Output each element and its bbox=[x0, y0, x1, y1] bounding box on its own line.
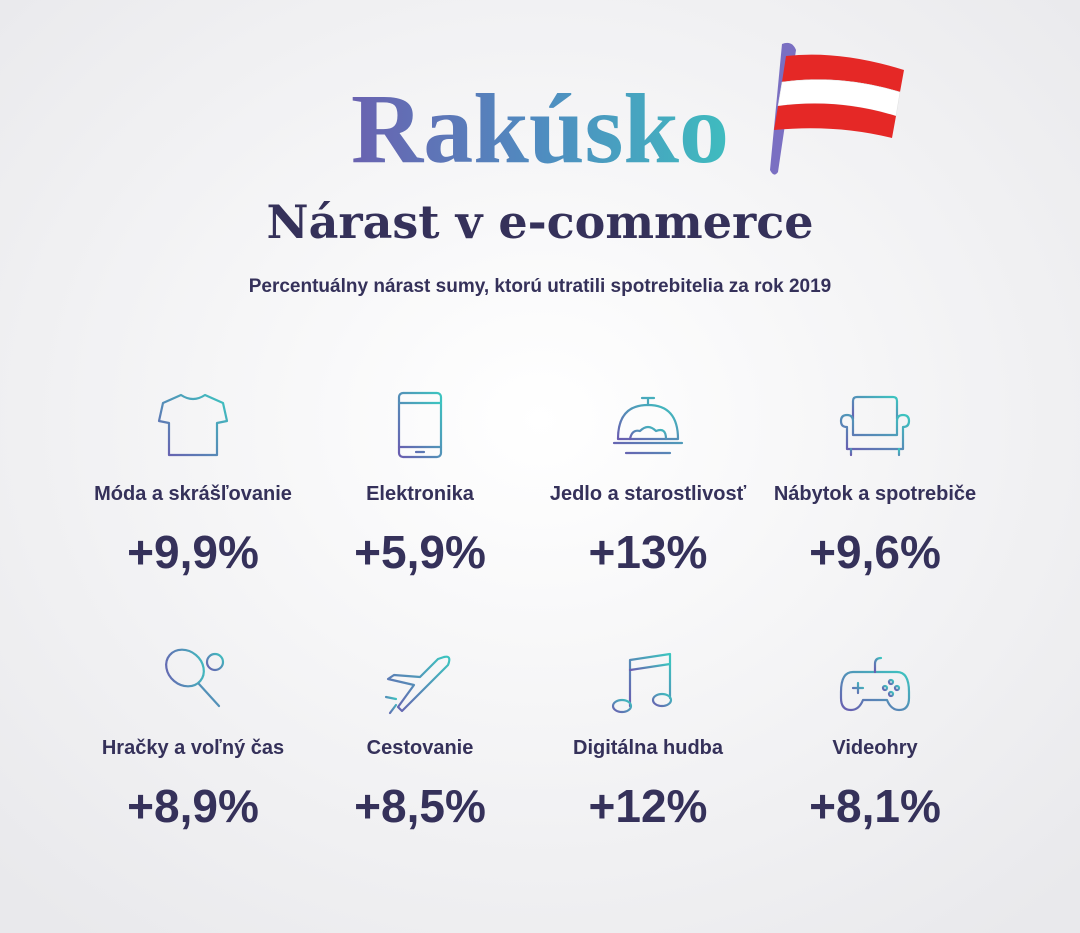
icon-sofa bbox=[839, 395, 911, 457]
item-label: Nábytok a spotrebiče bbox=[774, 483, 976, 505]
icon-music bbox=[611, 652, 673, 714]
item-value: +12% bbox=[589, 780, 708, 832]
icon-plane bbox=[384, 655, 451, 715]
item-value: +9,9% bbox=[127, 526, 259, 578]
item-value: +9,6% bbox=[809, 526, 941, 578]
item-label: Jedlo a starostlivosť bbox=[550, 483, 747, 505]
item-label: Cestovanie bbox=[367, 737, 474, 759]
item-value: +8,1% bbox=[809, 780, 941, 832]
item-label: Móda a skrášľovanie bbox=[94, 483, 292, 505]
icon-food bbox=[612, 396, 684, 455]
icon-tshirt bbox=[157, 393, 229, 457]
item-label: Digitálna hudba bbox=[573, 737, 724, 759]
icon-tablet bbox=[397, 391, 443, 459]
item-label: Videohry bbox=[832, 737, 918, 759]
flag bbox=[770, 42, 904, 175]
item-value: +8,9% bbox=[127, 780, 259, 832]
item-value: +8,5% bbox=[354, 780, 486, 832]
icon-gamepad bbox=[839, 656, 911, 712]
item-value: +13% bbox=[589, 526, 708, 578]
caption: Percentuálny nárast sumy, ktorú utratili… bbox=[249, 276, 832, 297]
subtitle: Nárast v e-commerce bbox=[267, 195, 814, 249]
item-value: +5,9% bbox=[354, 526, 486, 578]
item-label: Elektronika bbox=[366, 483, 475, 505]
title: Rakúsko bbox=[351, 73, 729, 184]
item-label: Hračky a voľný čas bbox=[102, 737, 284, 759]
icon-racket bbox=[165, 648, 225, 708]
